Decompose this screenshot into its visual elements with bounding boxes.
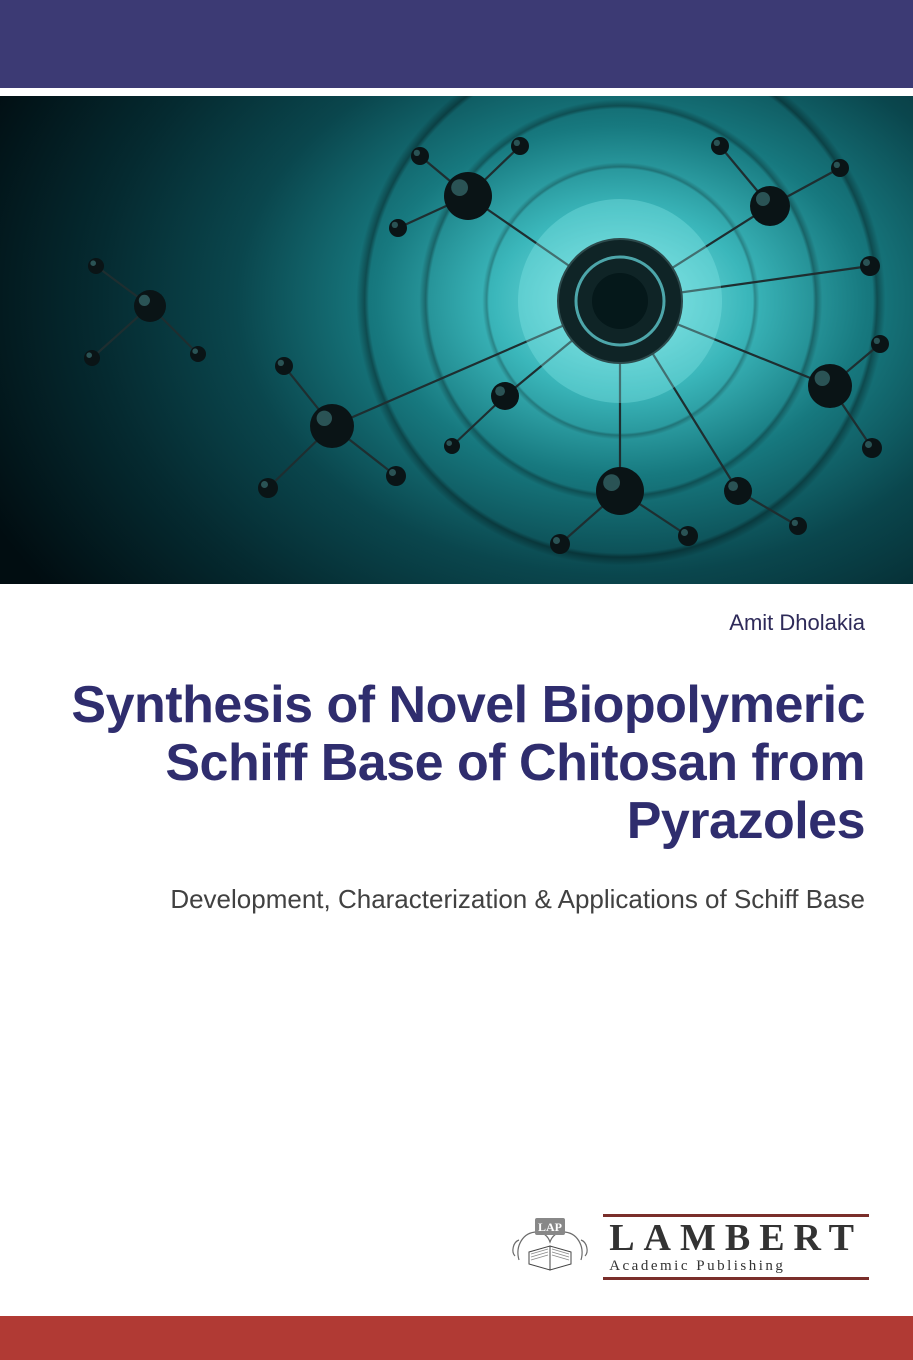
- publisher-badge-text: LAP: [538, 1220, 562, 1234]
- molecule-svg: [0, 96, 913, 584]
- publisher-tagline: Academic Publishing: [609, 1257, 863, 1275]
- publisher-text: LAMBERT Academic Publishing: [603, 1214, 869, 1280]
- book-subtitle: Development, Characterization & Applicat…: [48, 883, 865, 916]
- author-name: Amit Dholakia: [48, 610, 865, 636]
- top-band: [0, 0, 913, 88]
- publisher-block: LAP LAMBERT Academic Publishing: [509, 1212, 869, 1282]
- publisher-logo-icon: LAP: [509, 1212, 591, 1282]
- bottom-band: [0, 1316, 913, 1360]
- publisher-name: LAMBERT: [609, 1219, 863, 1257]
- content-block: Amit Dholakia Synthesis of Novel Biopoly…: [48, 610, 865, 915]
- hero-image: [0, 96, 913, 584]
- book-title: Synthesis of Novel Biopolymeric Schiff B…: [48, 676, 865, 851]
